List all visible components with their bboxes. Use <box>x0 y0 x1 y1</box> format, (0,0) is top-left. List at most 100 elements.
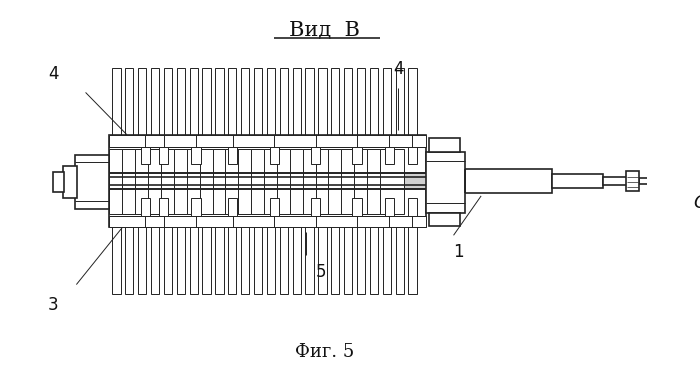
Bar <box>293 227 301 294</box>
Bar <box>228 198 237 215</box>
Bar <box>62 166 77 198</box>
Bar <box>344 227 352 294</box>
Text: 1: 1 <box>453 243 463 261</box>
Bar <box>409 227 416 294</box>
Bar <box>108 215 426 227</box>
Bar <box>305 68 314 135</box>
Bar <box>270 147 279 164</box>
Text: 4: 4 <box>48 65 59 83</box>
Bar <box>280 68 288 135</box>
Bar <box>626 171 639 191</box>
Bar <box>213 149 237 214</box>
Bar <box>552 174 603 188</box>
Bar <box>53 172 64 192</box>
Bar <box>311 198 320 215</box>
Bar <box>367 149 391 214</box>
Text: Фиг. 5: Фиг. 5 <box>295 343 354 361</box>
Bar <box>328 149 352 214</box>
Bar <box>176 227 185 294</box>
Bar <box>352 198 362 215</box>
Bar <box>264 149 288 214</box>
Bar <box>407 147 416 164</box>
Bar <box>135 149 159 214</box>
Bar <box>241 227 249 294</box>
Bar <box>254 227 262 294</box>
Bar <box>311 147 320 164</box>
Bar <box>108 135 426 227</box>
Bar <box>164 68 172 135</box>
Bar <box>357 68 365 135</box>
Bar <box>228 68 237 135</box>
Text: 5: 5 <box>316 263 326 281</box>
Bar <box>639 178 653 184</box>
Bar <box>125 227 134 294</box>
Bar <box>202 227 211 294</box>
Bar <box>380 149 404 214</box>
Bar <box>293 68 301 135</box>
Bar <box>344 68 352 135</box>
Bar <box>141 198 150 215</box>
Bar <box>354 149 378 214</box>
Bar <box>409 68 416 135</box>
Bar <box>267 68 275 135</box>
Bar <box>407 198 416 215</box>
Bar <box>151 227 159 294</box>
Bar <box>228 227 237 294</box>
Bar <box>199 149 223 214</box>
Bar <box>428 138 460 152</box>
Bar <box>426 152 465 213</box>
Bar <box>191 198 201 215</box>
Bar <box>202 68 211 135</box>
Bar <box>138 227 146 294</box>
Bar <box>270 198 279 215</box>
Bar <box>280 227 288 294</box>
Bar <box>384 198 394 215</box>
Bar <box>267 227 275 294</box>
Bar <box>395 227 404 294</box>
Bar <box>254 68 262 135</box>
Text: С: С <box>693 194 700 212</box>
Bar <box>112 227 120 294</box>
Bar <box>290 149 314 214</box>
Bar <box>370 227 378 294</box>
Bar <box>277 149 301 214</box>
Bar <box>251 149 275 214</box>
Bar <box>108 135 426 147</box>
Bar <box>352 147 362 164</box>
Bar <box>112 68 120 135</box>
Bar <box>238 149 262 214</box>
Bar <box>603 177 629 185</box>
Bar <box>190 68 198 135</box>
Bar <box>225 149 249 214</box>
Bar <box>302 149 327 214</box>
Bar <box>395 68 404 135</box>
Text: 3: 3 <box>48 296 59 314</box>
Bar <box>331 227 340 294</box>
Bar <box>383 68 391 135</box>
Bar <box>331 68 340 135</box>
Bar <box>305 227 314 294</box>
Bar <box>216 227 223 294</box>
Text: 4: 4 <box>393 60 404 78</box>
Bar <box>190 227 198 294</box>
Bar <box>125 68 134 135</box>
Text: Вид  В: Вид В <box>289 21 360 39</box>
Bar <box>316 149 340 214</box>
Bar <box>176 68 185 135</box>
Bar <box>141 147 150 164</box>
Bar <box>342 149 365 214</box>
Bar <box>216 68 223 135</box>
Bar <box>174 149 198 214</box>
Bar <box>383 227 391 294</box>
Bar <box>428 213 460 226</box>
Bar <box>384 147 394 164</box>
Bar <box>109 149 134 214</box>
Bar <box>151 68 159 135</box>
Bar <box>465 169 552 193</box>
Bar <box>187 149 211 214</box>
Bar <box>191 147 201 164</box>
Bar <box>161 149 185 214</box>
Bar <box>138 68 146 135</box>
Bar <box>108 173 426 189</box>
Bar <box>164 227 172 294</box>
